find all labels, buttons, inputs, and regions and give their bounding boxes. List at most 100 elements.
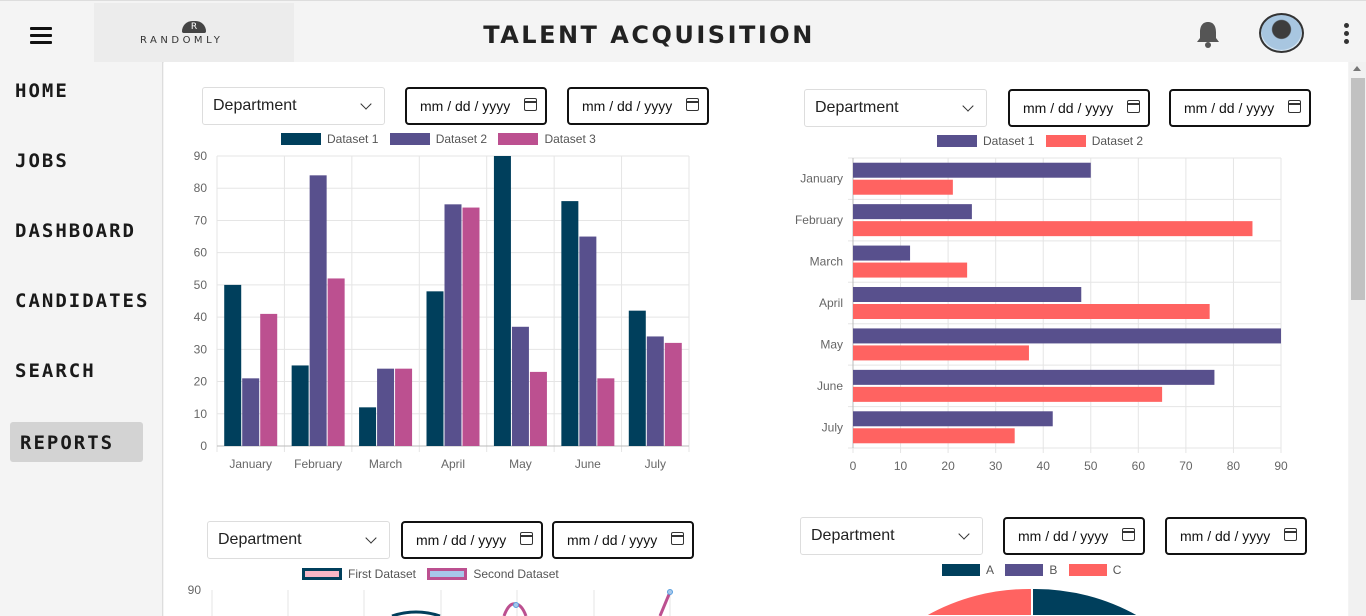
bar[interactable] bbox=[493, 156, 511, 446]
legend-swatch bbox=[1005, 564, 1044, 576]
y-tick-label: May bbox=[820, 337, 843, 351]
vertical-scrollbar[interactable] bbox=[1349, 62, 1366, 616]
scrollbar-thumb[interactable] bbox=[1351, 78, 1365, 300]
start-date-input-3[interactable]: mm / dd / yyyy bbox=[401, 521, 543, 559]
start-date-input-2[interactable]: mm / dd / yyyy bbox=[1008, 89, 1150, 127]
bar[interactable] bbox=[853, 204, 972, 220]
select-value: Department bbox=[218, 531, 302, 548]
bar[interactable] bbox=[853, 428, 1015, 444]
scroll-up-arrow-icon[interactable] bbox=[1353, 66, 1361, 71]
bar[interactable] bbox=[853, 386, 1163, 402]
bar[interactable] bbox=[309, 175, 327, 447]
x-tick-label: July bbox=[645, 457, 666, 471]
bar[interactable] bbox=[260, 313, 278, 446]
nav-reports[interactable]: REPORTS bbox=[10, 422, 143, 462]
bar[interactable] bbox=[377, 368, 395, 446]
bar[interactable] bbox=[853, 411, 1053, 427]
bar[interactable] bbox=[327, 278, 345, 446]
bar[interactable] bbox=[579, 236, 597, 446]
y-tick-label: 30 bbox=[194, 342, 208, 356]
nav-search[interactable]: SEARCH bbox=[15, 360, 96, 382]
hamburger-menu-icon[interactable] bbox=[30, 27, 52, 45]
calendar-icon[interactable] bbox=[671, 532, 684, 545]
bar[interactable] bbox=[628, 310, 646, 446]
legend-label: Second Dataset bbox=[473, 567, 559, 581]
bar[interactable] bbox=[853, 262, 968, 278]
legend-item[interactable]: Dataset 1 bbox=[937, 134, 1034, 148]
pie-chart bbox=[921, 586, 1143, 616]
horizontal-bar-chart: 0 10 20 30 40 50 60 70 80 90 January February March A… bbox=[795, 157, 1288, 473]
department-select-3[interactable]: Department bbox=[207, 521, 390, 559]
department-select-4[interactable]: Department bbox=[800, 517, 983, 555]
bar[interactable] bbox=[853, 328, 1281, 344]
bar[interactable] bbox=[444, 204, 462, 446]
bar[interactable] bbox=[462, 207, 480, 446]
end-date-input-3[interactable]: mm / dd / yyyy bbox=[552, 521, 694, 559]
bar[interactable] bbox=[853, 345, 1029, 361]
calendar-icon[interactable] bbox=[524, 98, 537, 111]
calendar-icon[interactable] bbox=[1284, 528, 1297, 541]
nav-jobs[interactable]: JOBS bbox=[15, 150, 69, 172]
bar[interactable] bbox=[853, 162, 1091, 178]
legend-item[interactable]: Second Dataset bbox=[427, 567, 559, 581]
bar[interactable] bbox=[597, 378, 615, 446]
x-tick-label: 90 bbox=[1274, 459, 1288, 473]
user-avatar[interactable] bbox=[1259, 13, 1304, 53]
legend-item[interactable]: Dataset 1 bbox=[281, 132, 378, 146]
y-tick-label: 50 bbox=[194, 278, 208, 292]
nav-candidates[interactable]: CANDIDATES bbox=[15, 290, 150, 312]
bar[interactable] bbox=[853, 179, 953, 195]
end-date-input-1[interactable]: mm / dd / yyyy bbox=[567, 87, 709, 125]
y-tick-label: 10 bbox=[194, 407, 208, 421]
calendar-icon[interactable] bbox=[1122, 528, 1135, 541]
legend-item[interactable]: Dataset 2 bbox=[389, 132, 487, 146]
nav-dashboard[interactable]: DASHBOARD bbox=[15, 220, 136, 242]
bar[interactable] bbox=[646, 336, 664, 446]
data-point[interactable] bbox=[513, 602, 519, 608]
bar[interactable] bbox=[529, 371, 547, 446]
start-date-input-4[interactable]: mm / dd / yyyy bbox=[1003, 517, 1145, 555]
pie-slice-c[interactable] bbox=[921, 586, 1033, 616]
nav-home[interactable]: HOME bbox=[15, 80, 69, 102]
bar[interactable] bbox=[426, 291, 444, 446]
bar[interactable] bbox=[224, 284, 242, 446]
bar[interactable] bbox=[853, 287, 1082, 302]
legend-item[interactable]: Dataset 2 bbox=[1045, 134, 1143, 148]
bar[interactable] bbox=[242, 378, 260, 446]
bar[interactable] bbox=[511, 326, 529, 446]
bar[interactable] bbox=[291, 365, 309, 446]
legend-item[interactable]: A bbox=[942, 563, 994, 577]
calendar-icon[interactable] bbox=[1127, 100, 1140, 113]
calendar-icon[interactable] bbox=[1288, 100, 1301, 113]
bar[interactable] bbox=[561, 201, 579, 446]
pie-slice-a[interactable] bbox=[1031, 586, 1143, 616]
bell-icon[interactable] bbox=[1194, 19, 1222, 49]
bar[interactable] bbox=[853, 369, 1215, 385]
legend-swatch bbox=[302, 568, 342, 580]
bar[interactable] bbox=[395, 368, 413, 446]
start-date-input-1[interactable]: mm / dd / yyyy bbox=[405, 87, 547, 125]
legend-item[interactable]: First Dataset bbox=[302, 567, 416, 581]
calendar-icon[interactable] bbox=[520, 532, 533, 545]
bar[interactable] bbox=[853, 304, 1210, 319]
y-tick-label: February bbox=[795, 213, 843, 227]
legend-item[interactable]: C bbox=[1068, 563, 1121, 577]
bar[interactable] bbox=[664, 342, 682, 446]
date-placeholder: mm / dd / yyyy bbox=[420, 98, 511, 114]
legend-item[interactable]: B bbox=[1005, 563, 1057, 577]
calendar-icon[interactable] bbox=[686, 98, 699, 111]
department-select-1[interactable]: Department bbox=[202, 87, 385, 125]
kebab-menu-icon[interactable] bbox=[1343, 23, 1351, 45]
bar[interactable] bbox=[853, 245, 911, 261]
x-tick-label: 60 bbox=[1132, 459, 1146, 473]
bar[interactable] bbox=[359, 407, 377, 446]
end-date-input-2[interactable]: mm / dd / yyyy bbox=[1169, 89, 1311, 127]
data-point[interactable] bbox=[667, 589, 673, 595]
legend-item[interactable]: Dataset 3 bbox=[498, 132, 596, 146]
date-placeholder: mm / dd / yyyy bbox=[1184, 100, 1275, 116]
logo-area[interactable] bbox=[94, 3, 294, 63]
x-tick-label: February bbox=[294, 457, 342, 471]
department-select-2[interactable]: Department bbox=[804, 89, 987, 127]
bar[interactable] bbox=[853, 221, 1253, 237]
end-date-input-4[interactable]: mm / dd / yyyy bbox=[1165, 517, 1307, 555]
